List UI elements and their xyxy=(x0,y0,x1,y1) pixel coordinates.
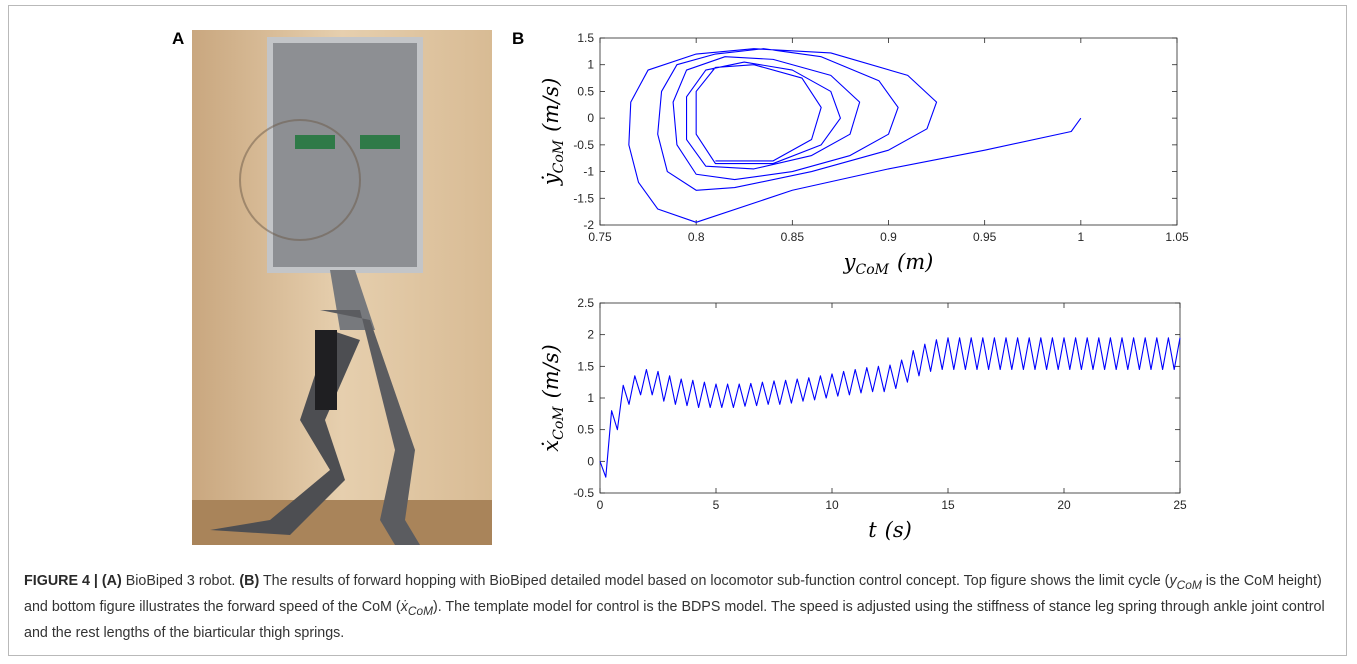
x-tick-label: 0.85 xyxy=(781,230,805,244)
caption-run: CoM xyxy=(1176,577,1202,592)
x-tick-label: 10 xyxy=(825,498,839,512)
axis-unit: (s) xyxy=(885,518,912,542)
y-tick-label: 0 xyxy=(587,454,594,468)
y-tick-label: 0.5 xyxy=(577,423,594,437)
x-axis-label: yCoM (m) xyxy=(843,250,934,278)
panel-label: A xyxy=(172,29,184,48)
caption-run: ẋ xyxy=(400,598,408,615)
axis-subscript: CoM xyxy=(551,406,567,440)
y-tick-label: 1 xyxy=(587,58,594,72)
x-tick-label: 0 xyxy=(597,498,604,512)
y-axis-label: ẋCoM (m/s) xyxy=(539,344,567,451)
x-tick-label: 5 xyxy=(713,498,720,512)
y-tick-label: 1.5 xyxy=(577,31,594,45)
caption: FIGURE 4 | (A) BioBiped 3 robot. (B) The… xyxy=(24,570,1334,644)
x-tick-label: 0.8 xyxy=(688,230,705,244)
chart: 0.75 0.8 0.85 0.9 0.95 1 1.05 -2 -1.5 -1 -0.5 0 0.5 1… xyxy=(539,31,1189,278)
axis-symbol: y xyxy=(843,250,857,274)
x-tick-label: 0.75 xyxy=(588,230,612,244)
caption-run: y xyxy=(1169,573,1177,589)
axis-subscript: CoM xyxy=(856,262,890,278)
caption-run: is the CoM height) and bottom figure ill… xyxy=(24,573,1322,615)
y-tick-label: -1 xyxy=(583,165,594,179)
caption-run: ). The template model for control is the… xyxy=(24,598,1325,641)
figure-frame xyxy=(8,5,1347,656)
data-line xyxy=(599,337,1181,478)
x-tick-label: 0.95 xyxy=(973,230,997,244)
x-tick-label: 1.05 xyxy=(1165,230,1189,244)
y-tick-label: 1 xyxy=(587,391,594,405)
figure: A B 0.75 0.8 0.85 0.9 0.95 1 1.05-2-1.5-1-0.50… xyxy=(172,29,1189,545)
y-tick-label: 1.5 xyxy=(577,359,594,373)
y-axis-label: ẏCoM (m/s) xyxy=(539,78,567,187)
y-tick-label: 2 xyxy=(587,328,594,342)
caption-run: (B) xyxy=(239,573,260,589)
axis-subscript: CoM xyxy=(551,139,567,173)
caption-run: BioBiped 3 robot. xyxy=(121,573,240,589)
axis-symbol: t xyxy=(868,518,877,542)
axis-unit: (m/s) xyxy=(539,78,563,132)
panel-label: B xyxy=(512,29,524,48)
x-tick-label: 25 xyxy=(1173,498,1187,512)
robot-photo xyxy=(192,30,492,545)
y-tick-label: -1.5 xyxy=(573,191,594,205)
caption-run: CoM xyxy=(407,603,433,618)
axis-unit: (m) xyxy=(897,250,933,274)
axis-unit: (m/s) xyxy=(539,344,563,398)
x-tick-label: 0.9 xyxy=(880,230,897,244)
y-tick-label: 2.5 xyxy=(577,296,594,310)
caption-run: The results of forward hopping with BioB… xyxy=(259,573,1170,589)
axis-symbol: ẋ xyxy=(539,440,563,452)
plot-area xyxy=(599,302,1181,494)
y-tick-label: -0.5 xyxy=(573,138,594,152)
x-tick-label: 20 xyxy=(1057,498,1071,512)
y-tick-label: -0.5 xyxy=(573,486,594,500)
chart: 0 5 10 15 20 25-0.500.511.522.5t (s)ẋCoM(m/s) xyxy=(539,296,1187,542)
x-axis-label: t (s) xyxy=(868,518,912,542)
y-tick-label: -2 xyxy=(583,218,594,232)
data-line xyxy=(628,48,1082,223)
y-tick-label: 0.5 xyxy=(577,84,594,98)
y-tick-label: 0 xyxy=(587,111,594,125)
x-tick-label: 15 xyxy=(941,498,955,512)
axis-symbol: ẏ xyxy=(539,172,563,186)
caption-run: FIGURE 4 | (A) xyxy=(24,573,122,589)
x-tick-label: 1 xyxy=(1077,230,1084,244)
